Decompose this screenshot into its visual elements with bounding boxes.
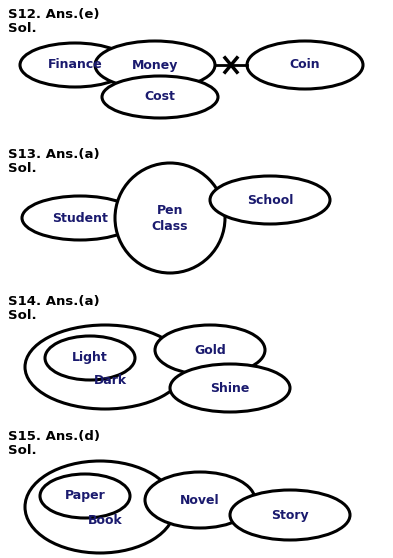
Ellipse shape xyxy=(230,490,350,540)
Text: Novel: Novel xyxy=(180,493,220,507)
Ellipse shape xyxy=(102,76,218,118)
Ellipse shape xyxy=(25,461,175,553)
Text: School: School xyxy=(247,194,293,206)
Text: Shine: Shine xyxy=(210,382,250,395)
Text: Sol.: Sol. xyxy=(8,22,37,35)
Text: Student: Student xyxy=(52,211,108,224)
Ellipse shape xyxy=(145,472,255,528)
Text: Dark: Dark xyxy=(94,374,127,387)
Text: S13. Ans.(a): S13. Ans.(a) xyxy=(8,148,99,161)
Ellipse shape xyxy=(247,41,363,89)
Text: S14. Ans.(a): S14. Ans.(a) xyxy=(8,295,99,308)
Text: Paper: Paper xyxy=(64,489,105,503)
Text: Sol.: Sol. xyxy=(8,162,37,175)
Ellipse shape xyxy=(115,163,225,273)
Text: S15. Ans.(d): S15. Ans.(d) xyxy=(8,430,100,443)
Ellipse shape xyxy=(155,325,265,375)
Ellipse shape xyxy=(170,364,290,412)
Text: Sol.: Sol. xyxy=(8,444,37,457)
Text: Cost: Cost xyxy=(145,90,175,103)
Ellipse shape xyxy=(22,196,138,240)
Ellipse shape xyxy=(20,43,130,87)
Text: Light: Light xyxy=(72,352,108,364)
Text: Money: Money xyxy=(132,59,178,71)
Text: Pen
Class: Pen Class xyxy=(152,204,188,233)
Ellipse shape xyxy=(45,336,135,380)
Text: Coin: Coin xyxy=(290,59,320,71)
Ellipse shape xyxy=(25,325,185,409)
Ellipse shape xyxy=(95,41,215,89)
Text: Gold: Gold xyxy=(194,344,226,357)
Ellipse shape xyxy=(210,176,330,224)
Text: S12. Ans.(e): S12. Ans.(e) xyxy=(8,8,99,21)
Text: Sol.: Sol. xyxy=(8,309,37,322)
Text: Book: Book xyxy=(88,514,122,527)
Text: Finance: Finance xyxy=(48,59,102,71)
Ellipse shape xyxy=(40,474,130,518)
Text: Story: Story xyxy=(271,508,309,522)
